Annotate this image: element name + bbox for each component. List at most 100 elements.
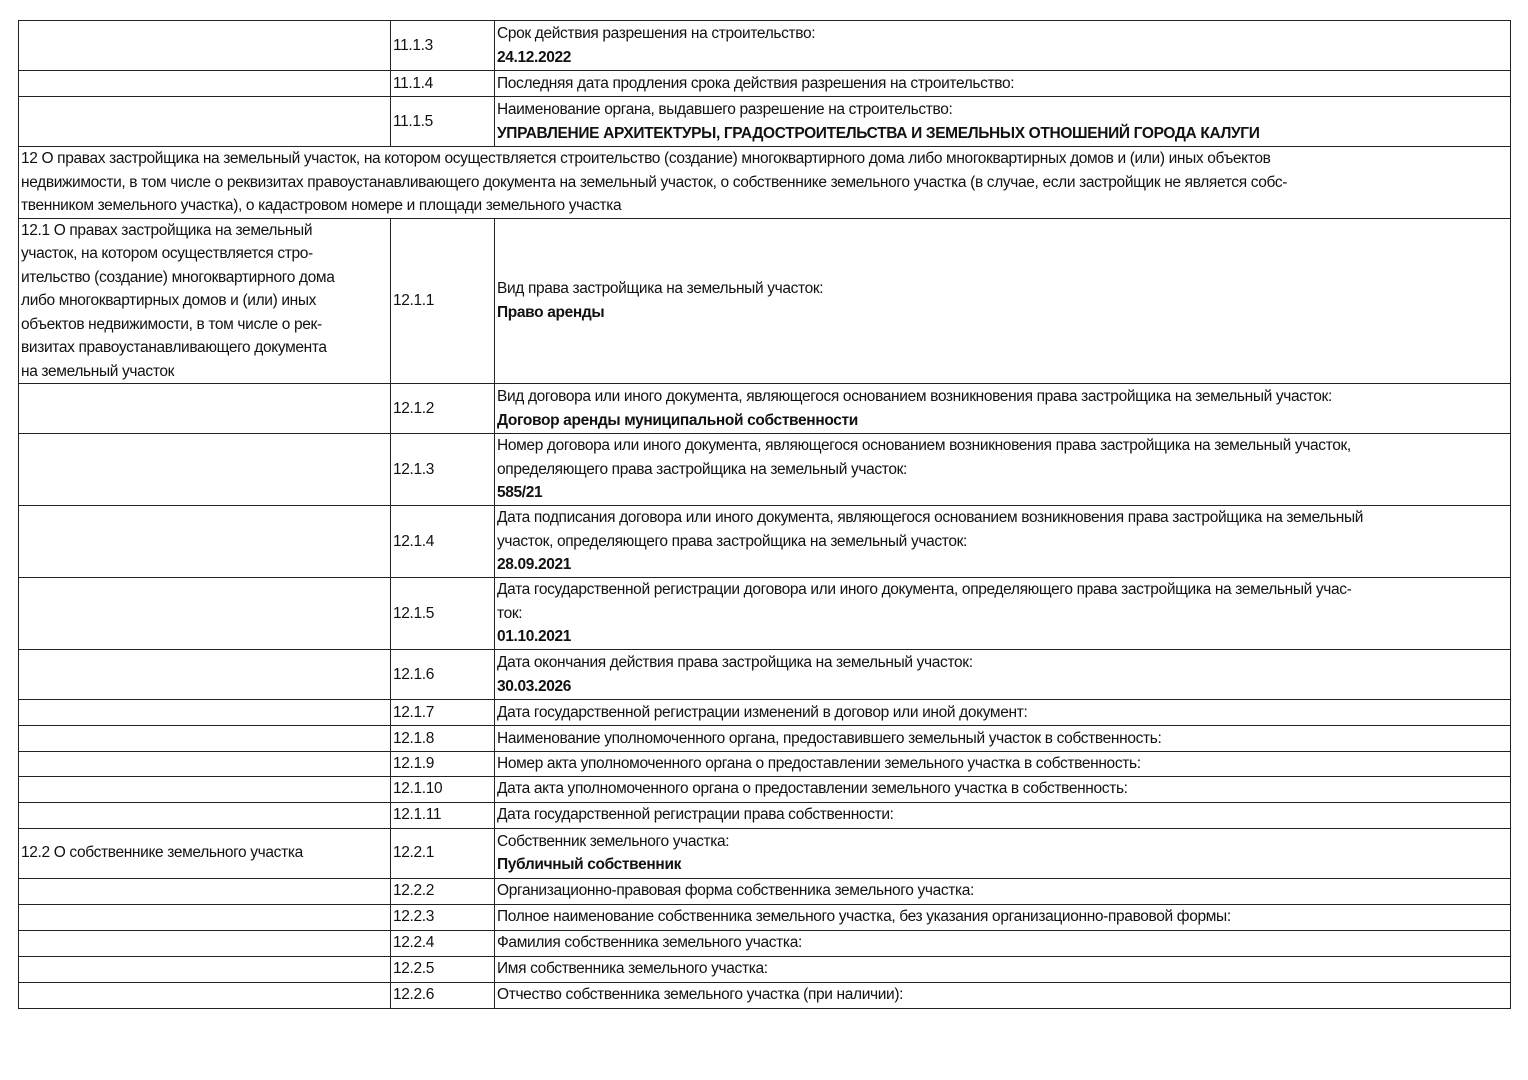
item-code: 11.1.4 xyxy=(390,70,495,97)
item-content: Наименование уполномоченного органа, пре… xyxy=(494,725,1511,752)
group-cell xyxy=(18,383,391,434)
item-label: Фамилия собственника земельного участка: xyxy=(497,934,802,952)
item-content: Номер акта уполномоченного органа о пред… xyxy=(494,751,1511,777)
item-label: Дата окончания действия права застройщик… xyxy=(497,654,973,671)
item-label: Дата государственной регистрации права с… xyxy=(497,806,894,824)
group-cell: 12.2 О собственнике земельного участка xyxy=(18,827,391,879)
group-cell xyxy=(18,20,391,71)
item-label: Дата государственной регистрации изменен… xyxy=(497,703,1028,721)
item-code: 12.2.2 xyxy=(390,877,495,905)
item-code: 12.1.10 xyxy=(390,775,495,803)
item-label: Номер акта уполномоченного органа о пред… xyxy=(497,755,1141,772)
item-content: Дата подписания договора или иного докум… xyxy=(494,505,1511,578)
item-content: Организационно-правовая форма собственни… xyxy=(494,877,1511,905)
item-code: 12.1.4 xyxy=(390,505,495,578)
item-content: Фамилия собственника земельного участка: xyxy=(494,929,1511,957)
table-row: 12.2 О собственнике земельного участка 1… xyxy=(18,827,1511,879)
item-value: 28.09.2021 xyxy=(497,556,572,574)
section-header-row: 12 О правах застройщика на земельный уча… xyxy=(18,146,1511,219)
group-cell xyxy=(18,751,391,777)
item-label: Собственник земельного участка: xyxy=(497,832,730,850)
item-value: УПРАВЛЕНИЕ АРХИТЕКТУРЫ, ГРАДОСТРОИТЕЛЬСТ… xyxy=(497,124,1260,142)
item-content: Наименование органа, выдавшего разрешени… xyxy=(494,96,1511,147)
item-code: 12.2.6 xyxy=(390,981,495,1009)
table-row: 12.2.3 Полное наименование собственника … xyxy=(18,903,1511,931)
item-code: 12.2.5 xyxy=(390,955,495,983)
item-code: 12.2.3 xyxy=(390,903,495,931)
item-label: Наименование уполномоченного органа, пре… xyxy=(497,729,1162,747)
group-cell xyxy=(18,775,391,803)
item-content: Номер договора или иного документа, явля… xyxy=(494,433,1511,506)
table-row: 12.1.6 Дата окончания действия права зас… xyxy=(18,649,1511,700)
item-code: 12.1.1 xyxy=(390,217,495,384)
group-cell xyxy=(18,903,391,931)
item-label: Полное наименование собственника земельн… xyxy=(497,908,1231,926)
declaration-table: 11.1.3 Срок действия разрешения на строи… xyxy=(18,20,1511,1009)
table-row: 12.1.8 Наименование уполномоченного орга… xyxy=(18,725,1511,752)
table-row: 12.1.4 Дата подписания договора или иног… xyxy=(18,505,1511,578)
item-content: Срок действия разрешения на строительств… xyxy=(494,20,1511,71)
item-code: 11.1.5 xyxy=(390,96,495,147)
group-cell xyxy=(18,505,391,578)
table-row: 11.1.4 Последняя дата продления срока де… xyxy=(18,70,1511,97)
table-row: 12.1.9 Номер акта уполномоченного органа… xyxy=(18,751,1511,777)
item-code: 12.1.3 xyxy=(390,433,495,506)
item-value: 01.10.2021 xyxy=(497,628,572,646)
section-title: 12 О правах застройщика на земельный уча… xyxy=(18,146,1511,219)
item-content: Дата государственной регистрации изменен… xyxy=(494,699,1511,726)
item-label: Срок действия разрешения на строительств… xyxy=(497,25,816,42)
item-content: Собственник земельного участка: Публичный… xyxy=(494,827,1511,879)
item-content: Дата государственной регистрации права с… xyxy=(494,801,1511,829)
item-value: Право аренды xyxy=(497,303,605,321)
group-cell: 12.1 О правах застройщика на земельный у… xyxy=(18,217,391,384)
item-code: 12.1.2 xyxy=(390,383,495,434)
table-row: 12.2.5 Имя собственника земельного участ… xyxy=(18,955,1511,983)
table-row: 12.1.3 Номер договора или иного документ… xyxy=(18,433,1511,506)
item-value: 30.03.2026 xyxy=(497,677,572,695)
table-row: 12.1.10 Дата акта уполномоченного органа… xyxy=(18,775,1511,803)
item-code: 12.1.11 xyxy=(390,801,495,829)
group-cell xyxy=(18,649,391,700)
item-label: Последняя дата продления срока действия … xyxy=(497,74,1015,92)
group-cell xyxy=(18,577,391,650)
group-cell xyxy=(18,725,391,752)
item-value: Публичный собственник xyxy=(497,856,682,873)
group-cell xyxy=(18,877,391,905)
item-label: Дата акта уполномоченного органа о предо… xyxy=(497,780,1128,798)
item-code: 11.1.3 xyxy=(390,20,495,71)
table-row: 12.2.2 Организационно-правовая форма соб… xyxy=(18,877,1511,905)
item-value: Договор аренды муниципальной собственнос… xyxy=(497,411,858,429)
table-row: 11.1.3 Срок действия разрешения на строи… xyxy=(18,20,1511,71)
item-content: Вид договора или иного документа, являющ… xyxy=(494,383,1511,434)
item-label: Дата подписания договора или иного докум… xyxy=(497,509,1364,550)
item-content: Дата государственной регистрации договор… xyxy=(494,577,1511,650)
item-content: Вид права застройщика на земельный участ… xyxy=(494,217,1511,384)
item-value: 24.12.2022 xyxy=(497,48,572,66)
item-content: Имя собственника земельного участка: xyxy=(494,955,1511,983)
item-label: Имя собственника земельного участка: xyxy=(497,960,768,978)
table-row: 12.1.5 Дата государственной регистрации … xyxy=(18,577,1511,650)
table-row: 12.1.7 Дата государственной регистрации … xyxy=(18,699,1511,726)
item-label: Дата государственной регистрации договор… xyxy=(497,581,1352,622)
item-content: Дата окончания действия права застройщик… xyxy=(494,649,1511,700)
item-label: Номер договора или иного документа, явля… xyxy=(497,437,1351,478)
item-code: 12.2.4 xyxy=(390,929,495,957)
item-value: 585/21 xyxy=(497,484,543,502)
item-content: Отчество собственника земельного участка… xyxy=(494,981,1511,1009)
item-code: 12.1.9 xyxy=(390,751,495,777)
item-code: 12.2.1 xyxy=(390,827,495,879)
item-label: Вид права застройщика на земельный участ… xyxy=(497,280,824,298)
group-cell xyxy=(18,981,391,1009)
group-cell xyxy=(18,699,391,726)
table-row: 11.1.5 Наименование органа, выдавшего ра… xyxy=(18,96,1511,147)
group-cell xyxy=(18,929,391,957)
item-content: Полное наименование собственника земельн… xyxy=(494,903,1511,931)
item-code: 12.1.8 xyxy=(390,725,495,752)
group-cell xyxy=(18,433,391,506)
table-row: 12.1.11 Дата государственной регистрации… xyxy=(18,801,1511,829)
group-cell xyxy=(18,955,391,983)
table-row: 12.1.2 Вид договора или иного документа,… xyxy=(18,383,1511,434)
table-row: 12.2.6 Отчество собственника земельного … xyxy=(18,981,1511,1009)
item-content: Дата акта уполномоченного органа о предо… xyxy=(494,775,1511,803)
group-cell xyxy=(18,96,391,147)
